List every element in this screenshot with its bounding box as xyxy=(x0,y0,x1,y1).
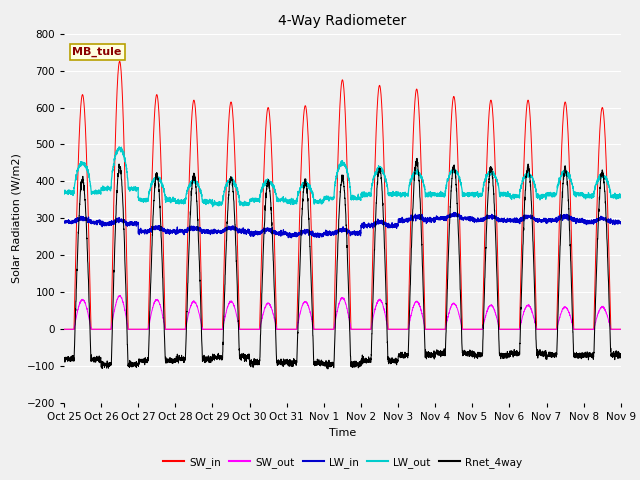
LW_out xyxy=(499,193,507,199)
SW_in xyxy=(322,326,330,332)
Rnet_4way xyxy=(160,320,168,325)
Rnet_4way xyxy=(60,356,68,361)
LW_in xyxy=(616,219,624,225)
LW_in xyxy=(160,228,168,234)
SW_in xyxy=(60,326,68,332)
LW_out xyxy=(436,192,444,198)
SW_in xyxy=(499,326,507,332)
LW_out xyxy=(60,190,68,195)
LW_in xyxy=(451,210,458,216)
SW_out xyxy=(590,327,598,333)
LW_out xyxy=(617,195,625,201)
Title: 4-Way Radiometer: 4-Way Radiometer xyxy=(278,14,406,28)
LW_in xyxy=(436,215,444,221)
Rnet_4way xyxy=(499,350,507,356)
SW_out xyxy=(499,326,507,332)
LW_in xyxy=(499,217,507,223)
SW_in xyxy=(617,326,625,332)
Line: Rnet_4way: Rnet_4way xyxy=(64,158,621,369)
Rnet_4way xyxy=(322,361,330,367)
Rnet_4way xyxy=(413,156,421,161)
SW_in xyxy=(436,326,444,332)
SW_out xyxy=(436,326,444,332)
SW_out xyxy=(616,326,624,332)
SW_out xyxy=(60,326,68,332)
LW_in xyxy=(468,215,476,221)
LW_out xyxy=(468,190,476,196)
Line: SW_in: SW_in xyxy=(64,61,621,329)
LW_in xyxy=(322,227,330,233)
Line: LW_out: LW_out xyxy=(64,147,621,207)
Rnet_4way xyxy=(324,366,332,372)
SW_in xyxy=(116,59,124,64)
Y-axis label: Solar Radiation (W/m2): Solar Radiation (W/m2) xyxy=(11,154,21,283)
Rnet_4way xyxy=(468,351,476,357)
LW_in xyxy=(60,219,68,225)
LW_out xyxy=(161,190,168,195)
Line: SW_out: SW_out xyxy=(64,295,621,330)
SW_in xyxy=(467,326,475,332)
LW_out xyxy=(322,195,330,201)
SW_out xyxy=(161,320,168,325)
SW_in xyxy=(616,326,624,332)
LW_out xyxy=(616,194,624,200)
Rnet_4way xyxy=(616,351,624,357)
SW_out xyxy=(617,326,625,332)
LW_in xyxy=(617,219,625,225)
SW_out xyxy=(116,292,124,298)
X-axis label: Time: Time xyxy=(329,428,356,438)
Rnet_4way xyxy=(617,351,625,357)
LW_in xyxy=(287,235,295,240)
LW_out xyxy=(209,204,216,210)
LW_out xyxy=(115,144,123,150)
Line: LW_in: LW_in xyxy=(64,213,621,238)
SW_in xyxy=(161,279,168,285)
SW_out xyxy=(322,326,330,332)
Rnet_4way xyxy=(436,348,444,353)
Legend: SW_in, SW_out, LW_in, LW_out, Rnet_4way: SW_in, SW_out, LW_in, LW_out, Rnet_4way xyxy=(159,453,526,472)
SW_out xyxy=(467,326,475,332)
Text: MB_tule: MB_tule xyxy=(72,47,122,57)
